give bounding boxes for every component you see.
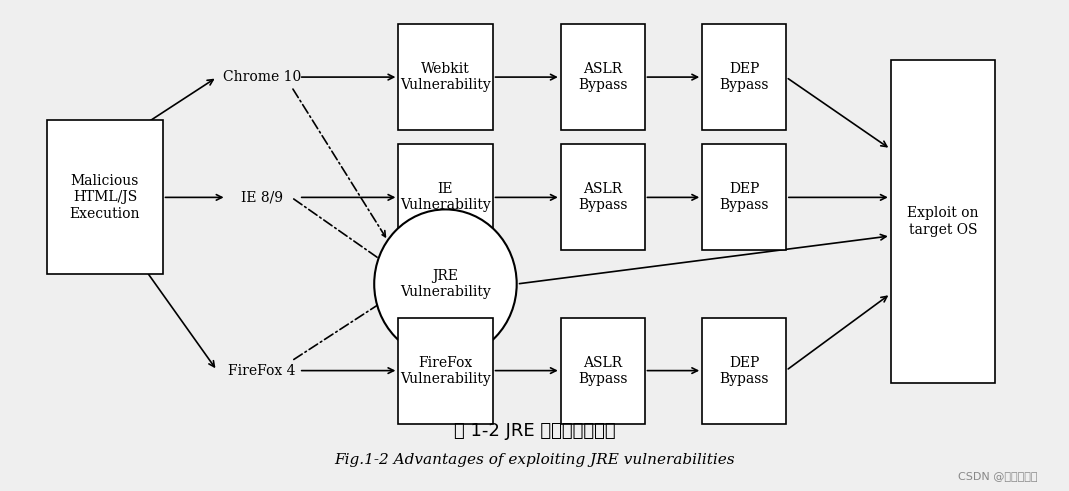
Text: DEP
Bypass: DEP Bypass (719, 62, 769, 92)
FancyBboxPatch shape (399, 144, 493, 250)
FancyBboxPatch shape (399, 318, 493, 424)
Text: Fig.1-2 Advantages of exploiting JRE vulnerabilities: Fig.1-2 Advantages of exploiting JRE vul… (335, 453, 734, 466)
Text: DEP
Bypass: DEP Bypass (719, 355, 769, 386)
FancyBboxPatch shape (560, 24, 645, 130)
Text: 图 1-2 JRE 漏洞的利用优势: 图 1-2 JRE 漏洞的利用优势 (453, 422, 616, 440)
Text: FireFox 4: FireFox 4 (229, 364, 296, 378)
Text: ASLR
Bypass: ASLR Bypass (578, 182, 628, 213)
Text: FireFox
Vulnerability: FireFox Vulnerability (400, 355, 491, 386)
Text: CSDN @放羊的牧码: CSDN @放羊的牧码 (958, 471, 1037, 481)
FancyBboxPatch shape (560, 144, 645, 250)
FancyBboxPatch shape (702, 318, 786, 424)
FancyBboxPatch shape (702, 24, 786, 130)
FancyBboxPatch shape (560, 318, 645, 424)
FancyBboxPatch shape (399, 24, 493, 130)
Text: ASLR
Bypass: ASLR Bypass (578, 62, 628, 92)
FancyBboxPatch shape (47, 120, 162, 274)
Text: Chrome 10: Chrome 10 (223, 70, 301, 84)
Text: Exploit on
target OS: Exploit on target OS (908, 206, 979, 237)
Text: ASLR
Bypass: ASLR Bypass (578, 355, 628, 386)
Text: IE
Vulnerability: IE Vulnerability (400, 182, 491, 213)
Text: DEP
Bypass: DEP Bypass (719, 182, 769, 213)
Text: Malicious
HTML/JS
Execution: Malicious HTML/JS Execution (69, 174, 140, 220)
FancyBboxPatch shape (890, 60, 995, 382)
Ellipse shape (374, 210, 516, 358)
Text: IE 8/9: IE 8/9 (242, 191, 283, 204)
FancyBboxPatch shape (702, 144, 786, 250)
Text: Webkit
Vulnerability: Webkit Vulnerability (400, 62, 491, 92)
Text: JRE
Vulnerability: JRE Vulnerability (400, 269, 491, 299)
